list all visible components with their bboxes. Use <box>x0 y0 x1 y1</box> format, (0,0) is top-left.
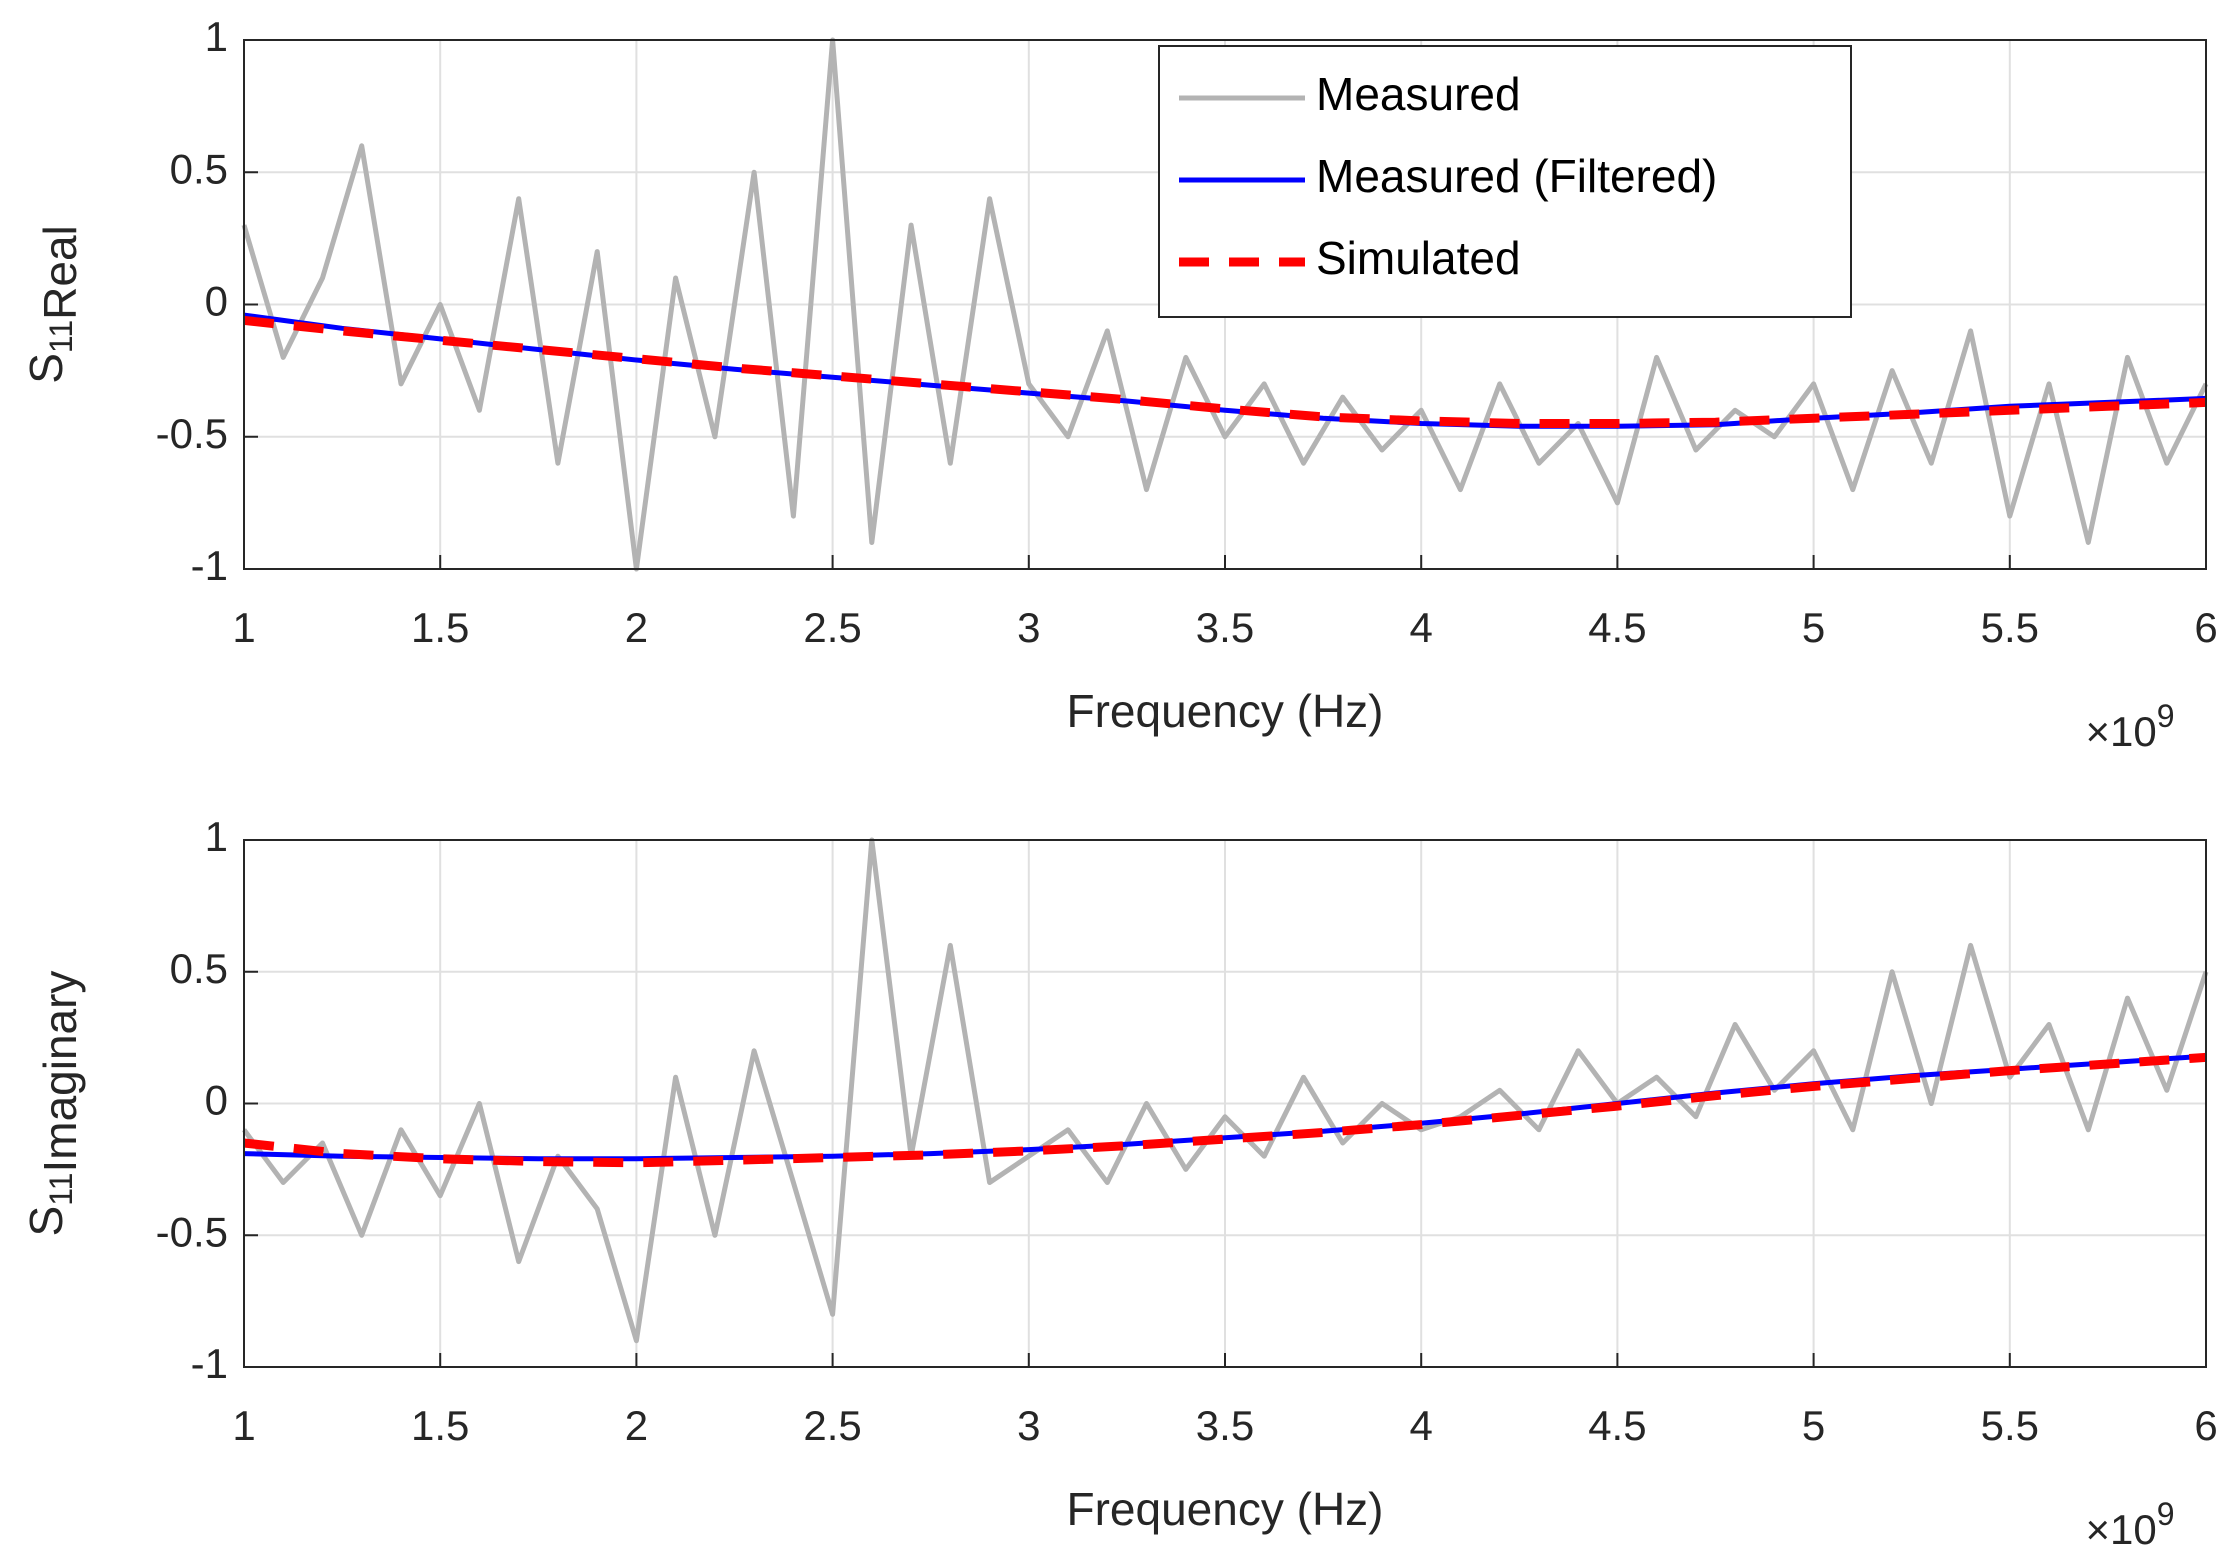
y-tick-label: 0.5 <box>170 145 228 192</box>
x-tick-label: 6 <box>2194 604 2217 651</box>
x-tick-label: 3 <box>1017 1402 1040 1449</box>
x-tick-label: 2 <box>625 1402 648 1449</box>
legend-label: Measured (Filtered) <box>1316 150 1717 202</box>
x-tick-label: 2 <box>625 604 648 651</box>
x-axis-label: Frequency (Hz) <box>1067 685 1384 737</box>
legend-label: Measured <box>1316 68 1521 120</box>
series-line <box>243 315 2207 428</box>
y-tick-label: -0.5 <box>156 1208 228 1255</box>
y-label-subscript: 11 <box>43 1173 79 1206</box>
x-tick-label: 3 <box>1017 604 1040 651</box>
x-exponent: ×109 <box>2085 1496 2174 1553</box>
x-tick-label: 4 <box>1410 604 1433 651</box>
y-tick-label: -1 <box>191 1340 228 1387</box>
x-tick-label: 5 <box>1802 1402 1825 1449</box>
y-axis-label: S11Real <box>20 225 86 384</box>
y-tick-label: -0.5 <box>156 410 228 457</box>
x-exponent-power: 9 <box>2157 698 2175 734</box>
y-label-part: Imaginary <box>34 971 86 1173</box>
x-tick-label: 5 <box>1802 604 1825 651</box>
series-line <box>241 37 2209 572</box>
y-tick-label: 0 <box>205 278 228 325</box>
series-line <box>243 1052 2207 1168</box>
legend: Measured Measured (Filtered) Simulated <box>1158 45 1852 318</box>
x-tick-label: 4.5 <box>1588 1402 1646 1449</box>
x-tick-label: 4.5 <box>1588 604 1646 651</box>
y-tick-label: 1 <box>205 813 228 860</box>
x-exponent-power: 9 <box>2157 1496 2175 1532</box>
x-tick-label: 1.5 <box>411 1402 469 1449</box>
axes: 1 1.5 2 2.5 3 3.5 4 4.5 5 5.5 6 -1 -0.5 0 0.5 1 Frequenc… <box>20 813 2218 1553</box>
y-tick-label: 0.5 <box>170 945 228 992</box>
x-exponent-base: ×10 <box>2085 708 2156 755</box>
x-tick-label: 5.5 <box>1981 604 2039 651</box>
x-tick-label: 1 <box>232 1402 255 1449</box>
legend-label: Simulated <box>1316 232 1521 284</box>
series-line <box>241 837 2209 1344</box>
axes-box <box>243 39 2207 570</box>
y-axis-label: S11Imaginary <box>20 971 86 1237</box>
x-exponent-base: ×10 <box>2085 1506 2156 1553</box>
x-tick-label: 5.5 <box>1981 1402 2039 1449</box>
x-exponent: ×109 <box>2085 698 2174 755</box>
y-label-subscript: 11 <box>43 320 79 353</box>
x-tick-label: 4 <box>1410 1402 1433 1449</box>
y-label-part: Real <box>34 225 86 320</box>
axes-box <box>243 839 2207 1368</box>
x-tick-label: 3.5 <box>1196 604 1254 651</box>
y-tick-label: 1 <box>205 13 228 60</box>
x-tick-label: 3.5 <box>1196 1402 1254 1449</box>
axes: 1 1.5 2 2.5 3 3.5 4 4.5 5 5.5 6 -1 -0.5 0 0.5 1 Frequenc… <box>20 13 2218 755</box>
x-tick-label: 2.5 <box>803 604 861 651</box>
x-axis-label: Frequency (Hz) <box>1067 1483 1384 1535</box>
y-tick-label: -1 <box>191 542 228 589</box>
x-tick-label: 1 <box>232 604 255 651</box>
x-tick-label: 2.5 <box>803 1402 861 1449</box>
x-tick-label: 6 <box>2194 1402 2217 1449</box>
y-label-symbol: S <box>20 353 72 384</box>
y-label-symbol: S <box>20 1206 72 1237</box>
y-tick-label: 0 <box>205 1077 228 1124</box>
x-tick-label: 1.5 <box>411 604 469 651</box>
